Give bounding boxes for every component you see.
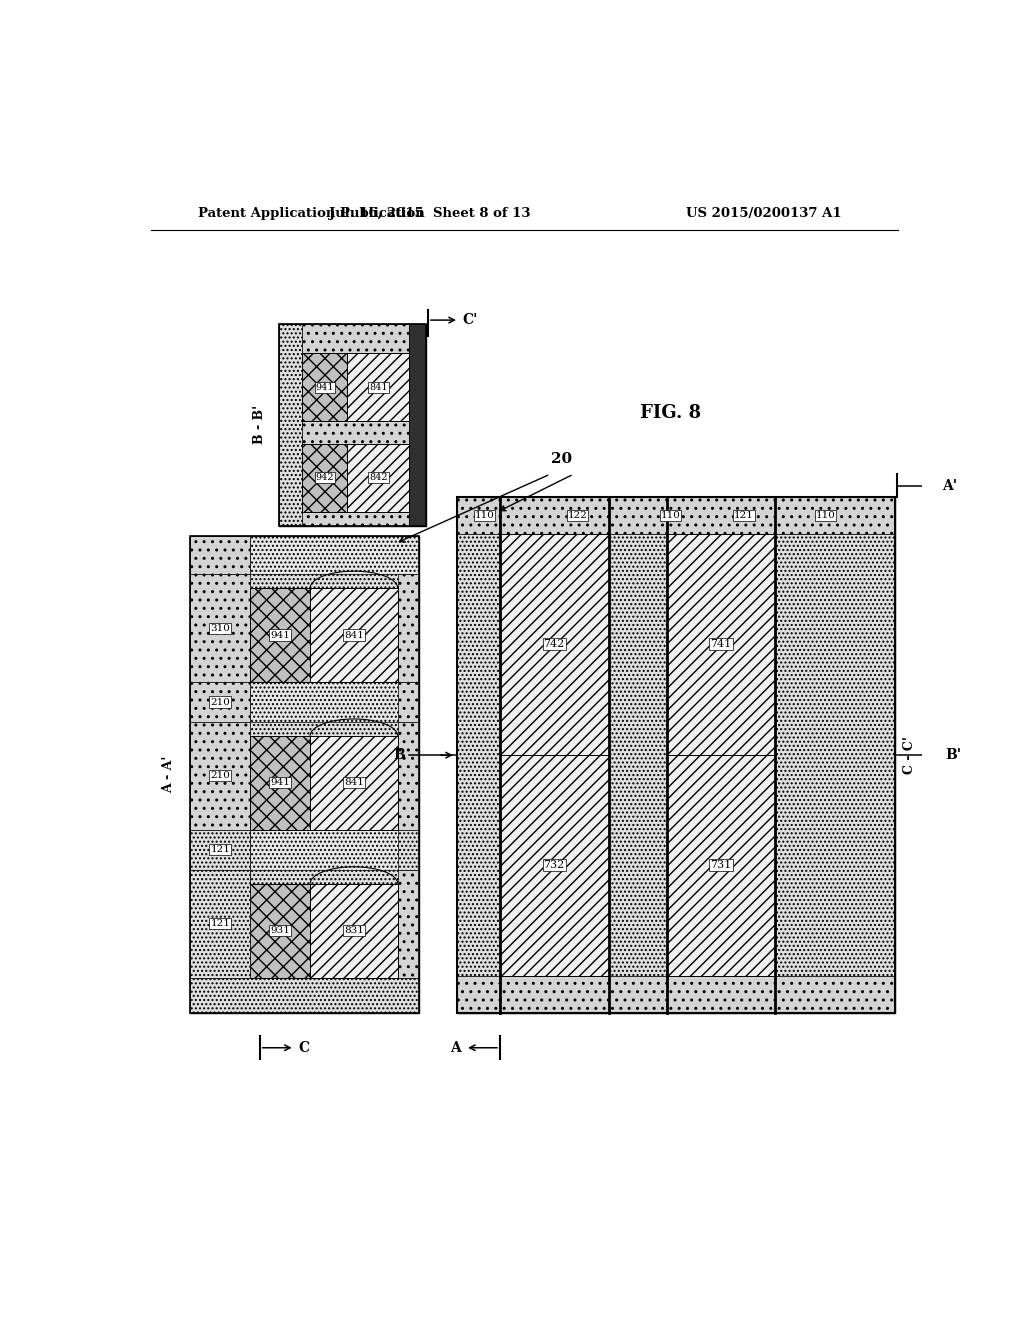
Text: 110: 110 <box>815 511 836 520</box>
Bar <box>190 536 419 1014</box>
Bar <box>190 682 251 722</box>
Bar <box>190 870 251 978</box>
Text: 942: 942 <box>315 474 334 482</box>
Bar <box>347 444 410 512</box>
Text: 110: 110 <box>474 511 495 520</box>
Bar <box>302 421 410 444</box>
Bar <box>251 737 310 830</box>
Text: 841: 841 <box>344 779 364 787</box>
Text: 310: 310 <box>210 623 230 632</box>
Bar <box>310 884 397 978</box>
Text: Jul. 16, 2015  Sheet 8 of 13: Jul. 16, 2015 Sheet 8 of 13 <box>330 207 531 220</box>
Text: FIG. 8: FIG. 8 <box>640 404 701 421</box>
Bar <box>410 323 426 527</box>
Text: B': B' <box>945 748 962 762</box>
Text: 941: 941 <box>270 631 290 639</box>
Bar <box>280 323 302 527</box>
Text: C - C': C - C' <box>903 737 915 774</box>
Text: A': A' <box>942 479 956 492</box>
Bar <box>190 574 251 682</box>
Bar <box>397 830 419 870</box>
Bar <box>458 498 895 535</box>
Bar <box>347 354 410 421</box>
Bar <box>500 535 608 755</box>
Bar <box>280 323 426 527</box>
Text: 941: 941 <box>270 779 290 787</box>
Bar <box>458 498 895 1014</box>
Bar <box>667 755 775 977</box>
Text: 731: 731 <box>711 861 731 870</box>
Text: 841: 841 <box>344 631 364 639</box>
Text: B - B': B - B' <box>253 405 266 445</box>
Bar <box>190 978 419 1014</box>
Bar <box>397 870 419 978</box>
Bar <box>302 354 347 421</box>
Bar <box>397 682 419 722</box>
Bar <box>608 535 667 977</box>
Text: Patent Application Publication: Patent Application Publication <box>198 207 425 220</box>
Bar <box>280 323 426 527</box>
Bar <box>458 535 500 977</box>
Text: 20: 20 <box>552 451 572 466</box>
Bar <box>190 830 251 870</box>
Text: 741: 741 <box>711 639 731 649</box>
Text: 110: 110 <box>660 511 680 520</box>
Text: 121: 121 <box>734 511 754 520</box>
Bar <box>251 884 310 978</box>
Text: 122: 122 <box>567 511 588 520</box>
Bar <box>310 589 397 682</box>
Bar <box>397 722 419 830</box>
Text: C': C' <box>463 313 478 327</box>
Text: C: C <box>299 1040 309 1055</box>
Text: A - A': A - A' <box>162 756 175 793</box>
Text: 742: 742 <box>544 639 565 649</box>
Text: 941: 941 <box>315 383 334 392</box>
Bar <box>190 536 419 1014</box>
Text: 842: 842 <box>369 474 388 482</box>
Text: 841: 841 <box>369 383 388 392</box>
Text: 732: 732 <box>544 861 565 870</box>
Bar <box>190 536 251 574</box>
Text: 121: 121 <box>210 919 230 928</box>
Text: 831: 831 <box>344 927 364 935</box>
Bar <box>397 574 419 682</box>
Text: 210: 210 <box>210 771 230 780</box>
Text: 121: 121 <box>210 845 230 854</box>
Bar <box>302 323 410 354</box>
Bar <box>251 682 419 722</box>
Text: A: A <box>451 1040 461 1055</box>
Text: US 2015/0200137 A1: US 2015/0200137 A1 <box>686 207 842 220</box>
Bar <box>458 977 895 1014</box>
Bar <box>190 722 251 830</box>
Bar <box>302 512 410 527</box>
Bar <box>500 755 608 977</box>
Bar <box>302 444 347 512</box>
Bar <box>667 535 775 755</box>
Text: 210: 210 <box>210 697 230 706</box>
Bar <box>190 870 251 978</box>
Bar <box>251 589 310 682</box>
Bar <box>251 830 419 870</box>
Bar <box>775 535 895 977</box>
Bar <box>458 498 895 1014</box>
Text: 931: 931 <box>270 927 290 935</box>
Bar <box>310 737 397 830</box>
Text: B: B <box>393 748 404 762</box>
Bar <box>251 536 419 574</box>
